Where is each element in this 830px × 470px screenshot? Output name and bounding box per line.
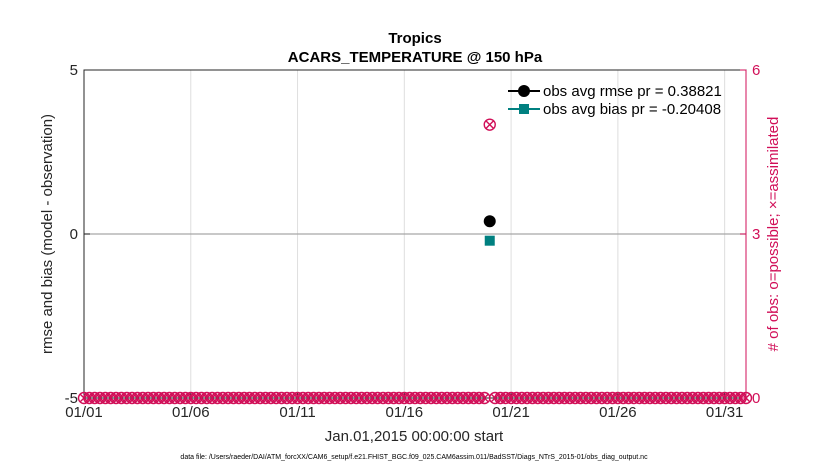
x-tick-label: 01/11 [279,404,315,421]
legend: obs avg rmse pr = 0.38821 obs avg bias p… [508,83,722,118]
chart-subtitle: ACARS_TEMPERATURE @ 150 hPa [288,49,543,66]
y-left-tick-label: 0 [70,226,78,243]
obs-assimilated-marker [479,393,489,403]
chart-title: Tropics [388,30,441,47]
y-left-tick-label: -5 [65,390,78,407]
data-file-footnote: data file: /Users/raeder/DAI/ATM_forcXX/… [180,454,648,461]
obs-possible-marker [483,118,496,131]
legend-rmse-label: obs avg rmse pr = 0.38821 [543,83,722,100]
y-axis-label-right: # of obs: o=possible; ×=assimilated [765,117,782,352]
obs-possible-marker [739,391,753,405]
y-right-tick-label: 0 [752,390,760,407]
obs-assimilated-marker [485,120,495,130]
x-tick-label: 01/26 [599,404,637,421]
legend-bias-label: obs avg bias pr = -0.20408 [543,101,721,118]
x-tick-label: 01/21 [492,404,530,421]
y-right-tick-label: 3 [752,226,760,243]
legend-rmse-marker [518,85,530,97]
x-tick-label: 01/06 [172,404,210,421]
x-axis-label: Jan.01,2015 00:00:00 start [325,428,504,445]
x-tick-label: 01/16 [386,404,424,421]
legend-bias-marker [519,104,529,114]
bias-marker [484,235,495,246]
y-left-tick-label: 5 [70,62,78,79]
x-tick-label: 01/01 [65,404,103,421]
x-tick-label: 01/31 [706,404,744,421]
obs-count-markers [77,118,753,405]
y-right-tick-label: 6 [752,62,760,79]
y-axis-label-left: rmse and bias (model - observation) [39,114,56,354]
obs-assimilated-marker [741,393,751,403]
series-markers [483,215,496,246]
rmse-marker [483,215,496,228]
